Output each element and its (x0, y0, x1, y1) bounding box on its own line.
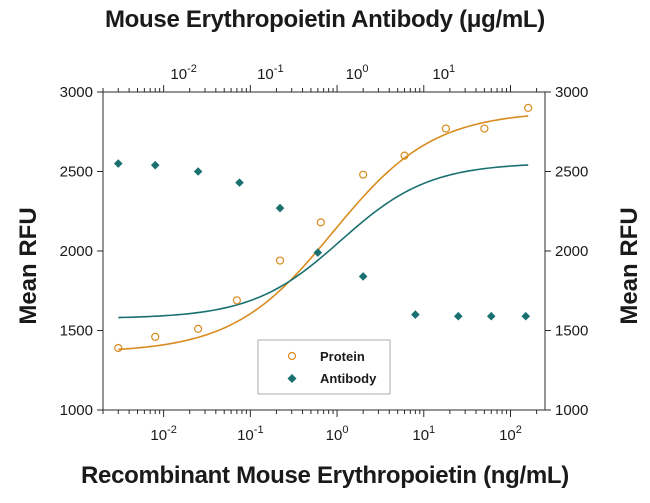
legend-antibody-marker (287, 374, 297, 383)
antibody-fit-curve (118, 164, 529, 319)
y-tick-label-right: 3000 (555, 84, 588, 101)
x-tick-label-bottom: 100 (326, 424, 349, 444)
x-tick-label-bottom: 10-2 (150, 424, 176, 444)
protein-point (400, 151, 409, 160)
protein-point (480, 124, 489, 133)
x-tick-label-top: 10-2 (170, 63, 196, 83)
protein-point (359, 170, 368, 179)
antibody-point (411, 310, 420, 319)
antibody-point (193, 167, 203, 176)
protein-point (151, 332, 160, 341)
y-tick-label-right: 1000 (555, 402, 588, 419)
x-tick-label-bottom: 101 (412, 424, 435, 444)
legend: Protein Antibody (257, 339, 391, 395)
bottom-axis-title: Recombinant Mouse Erythropoietin (ng/mL) (80, 462, 569, 489)
protein-point (275, 256, 285, 265)
x-tick-label-bottom: 10-1 (237, 424, 263, 444)
y-tick-label-right: 1500 (555, 323, 588, 340)
protein-point (316, 218, 325, 227)
antibody-point (150, 160, 160, 170)
antibody-point (358, 272, 368, 281)
antibody-point (313, 248, 323, 257)
antibody-point (521, 311, 531, 321)
antibody-point (235, 178, 244, 187)
y-tick-label-right: 2500 (555, 164, 588, 181)
axes-ticks: 1000 1000 1500 1500 2000 2000 2500 2500 3000 3000… (60, 63, 589, 444)
legend-protein-label: Protein (320, 349, 365, 364)
top-axis-title: Mouse Erythropoietin Antibody (μg/mL) (104, 6, 545, 33)
protein-point (194, 324, 203, 334)
legend-box (257, 339, 391, 395)
y-tick-label-left: 2500 (60, 164, 93, 181)
protein-point (441, 124, 451, 133)
y-tick-label-left: 2000 (60, 243, 93, 260)
legend-protein-marker (287, 351, 297, 361)
antibody-point (486, 311, 496, 321)
protein-point (114, 343, 123, 353)
x-tick-label-top: 100 (346, 63, 369, 83)
x-tick-label-top: 10-1 (257, 63, 283, 83)
protein-point (524, 103, 533, 113)
antibody-point (113, 159, 123, 168)
y-tick-label-left: 1000 (60, 402, 93, 419)
antibody-point (275, 203, 285, 213)
x-tick-label-top: 101 (432, 63, 455, 83)
y-tick-label-left: 1500 (60, 323, 93, 340)
y-tick-label-right: 2000 (555, 243, 588, 260)
fit-curves (118, 115, 529, 351)
data-points (113, 103, 533, 353)
protein-point (232, 296, 242, 305)
antibody-point (453, 311, 463, 321)
y-tick-label-left: 3000 (60, 84, 93, 101)
x-tick-label-bottom: 102 (499, 424, 522, 444)
legend-antibody-label: Antibody (320, 371, 377, 386)
protein-fit-curve (118, 115, 529, 351)
